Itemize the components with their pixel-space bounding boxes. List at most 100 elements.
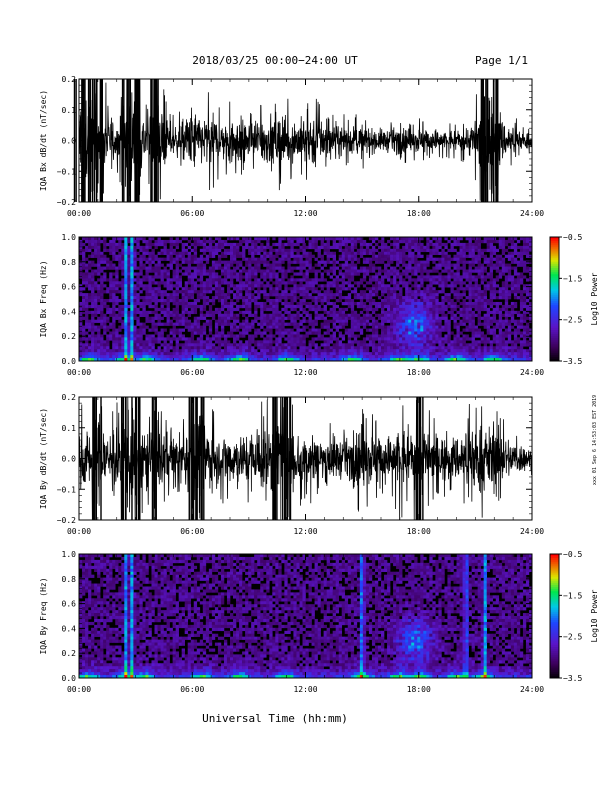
spectrogram-cell [223, 251, 228, 256]
spectrogram-cell [248, 272, 252, 276]
spectrogram-cell [344, 254, 349, 258]
spectrogram-cell [299, 319, 303, 323]
spectrogram-cell [381, 304, 385, 309]
spectrogram-cell [347, 245, 352, 250]
spectrogram-cell [498, 245, 503, 250]
spectrogram-cell [139, 334, 143, 338]
spectrogram-cell [97, 334, 101, 338]
spectrogram-cell [384, 340, 388, 344]
spectrogram-cell [504, 310, 509, 315]
spectrogram-cell [115, 284, 119, 288]
spectrogram-cell [287, 239, 291, 244]
spectrogram-cell [326, 358, 330, 362]
spectrogram-cell [480, 278, 484, 282]
spectrogram-cell [420, 358, 424, 362]
spectrogram-cell [272, 266, 276, 270]
spectrogram-cell [199, 358, 204, 362]
spectrogram-cell [486, 245, 491, 250]
spectrogram-cell [278, 239, 282, 244]
spectrogram-cell [169, 355, 173, 359]
spectrogram-cell [226, 322, 231, 326]
spectrogram-cell [335, 352, 340, 356]
spectrogram-1 [79, 237, 533, 362]
spectrogram-cell [483, 278, 487, 282]
spectrogram-cell [338, 340, 343, 344]
spectrogram-cell [371, 334, 376, 338]
spectrogram-cell [344, 322, 349, 326]
spectrogram-cell [109, 349, 113, 353]
spectrogram-cell [365, 346, 370, 350]
spectrogram-cell [193, 310, 198, 315]
spectrogram-cell [124, 352, 128, 356]
spectrogram-cell [405, 310, 409, 315]
spectrogram-cell [368, 343, 373, 347]
spectrogram-cell [408, 275, 412, 279]
spectrogram-cell [290, 299, 294, 303]
spectrogram-cell [498, 293, 503, 297]
spectrogram-cell [435, 337, 439, 341]
spectrogram-cell [97, 245, 101, 250]
spectrogram-cell [287, 301, 291, 306]
spectrogram-cell [245, 296, 249, 300]
spectrogram-cell [399, 301, 403, 306]
spectrogram-cell [377, 337, 382, 341]
spectrogram-cell [311, 337, 315, 341]
spectrogram-cell [278, 287, 282, 291]
spectrogram-cell [347, 346, 352, 350]
spectrogram-cell [115, 316, 119, 320]
spectrogram-cell [220, 245, 225, 250]
spectrogram-cell [284, 346, 288, 350]
spectrogram-cell [245, 284, 249, 288]
spectrogram-cell [190, 275, 195, 279]
spectrogram-cell [184, 284, 189, 288]
spectrogram-cell [118, 239, 122, 244]
spectrogram-cell [145, 242, 149, 247]
spectrogram-cell [151, 358, 155, 362]
spectrogram-cell [100, 337, 104, 341]
spectrogram-cell [199, 272, 204, 276]
spectrogram-cell [381, 355, 385, 359]
spectrogram-cell [501, 272, 506, 276]
spectrogram-cell [245, 346, 249, 350]
spectrogram-cell [242, 328, 246, 332]
spectrogram-cell [374, 331, 379, 335]
spectrogram-cell [269, 248, 273, 253]
spectrogram-cell [368, 275, 373, 279]
spectrogram-cell [347, 343, 352, 347]
spectrogram-cell [426, 275, 430, 279]
spectrogram-cell [450, 287, 454, 291]
spectrogram-cell [426, 287, 430, 291]
spectrogram-cell [498, 260, 503, 264]
spectrogram-cell [423, 319, 427, 323]
spectrogram-cell [341, 281, 346, 285]
spectrogram-cell [211, 337, 216, 341]
spectrogram-cell [202, 242, 207, 247]
spectrogram-cell [251, 266, 255, 270]
spectrogram-cell [498, 346, 503, 350]
spectrogram-cell [202, 343, 207, 347]
spectrogram-cell [130, 328, 134, 332]
spectrogram-cell [483, 266, 487, 270]
spectrogram-cell [85, 272, 89, 276]
spectrogram-cell [254, 307, 258, 312]
spectrogram-cell [223, 340, 228, 344]
spectrogram-cell [275, 316, 279, 320]
spectrogram-cell [242, 319, 246, 323]
spectrogram-cell [468, 287, 472, 291]
spectrogram-cell [175, 346, 179, 350]
spectrogram-cell [462, 358, 466, 362]
spectrogram-cell [272, 301, 276, 306]
spectrogram-cell [272, 237, 276, 241]
spectrogram-cell [97, 260, 101, 264]
spectrogram-cell [148, 260, 152, 264]
spectrogram-cell [299, 328, 303, 332]
spectrogram-cell [157, 251, 161, 256]
spectrogram-cell [323, 355, 327, 359]
spectrogram-cell [269, 316, 273, 320]
spectrogram-cell [350, 284, 355, 288]
spectrogram-cell [344, 281, 349, 285]
spectrogram-cell [136, 301, 140, 306]
spectrogram-cell [483, 349, 487, 353]
spectrogram-cell [450, 310, 454, 315]
spectrogram-cell [175, 290, 179, 294]
